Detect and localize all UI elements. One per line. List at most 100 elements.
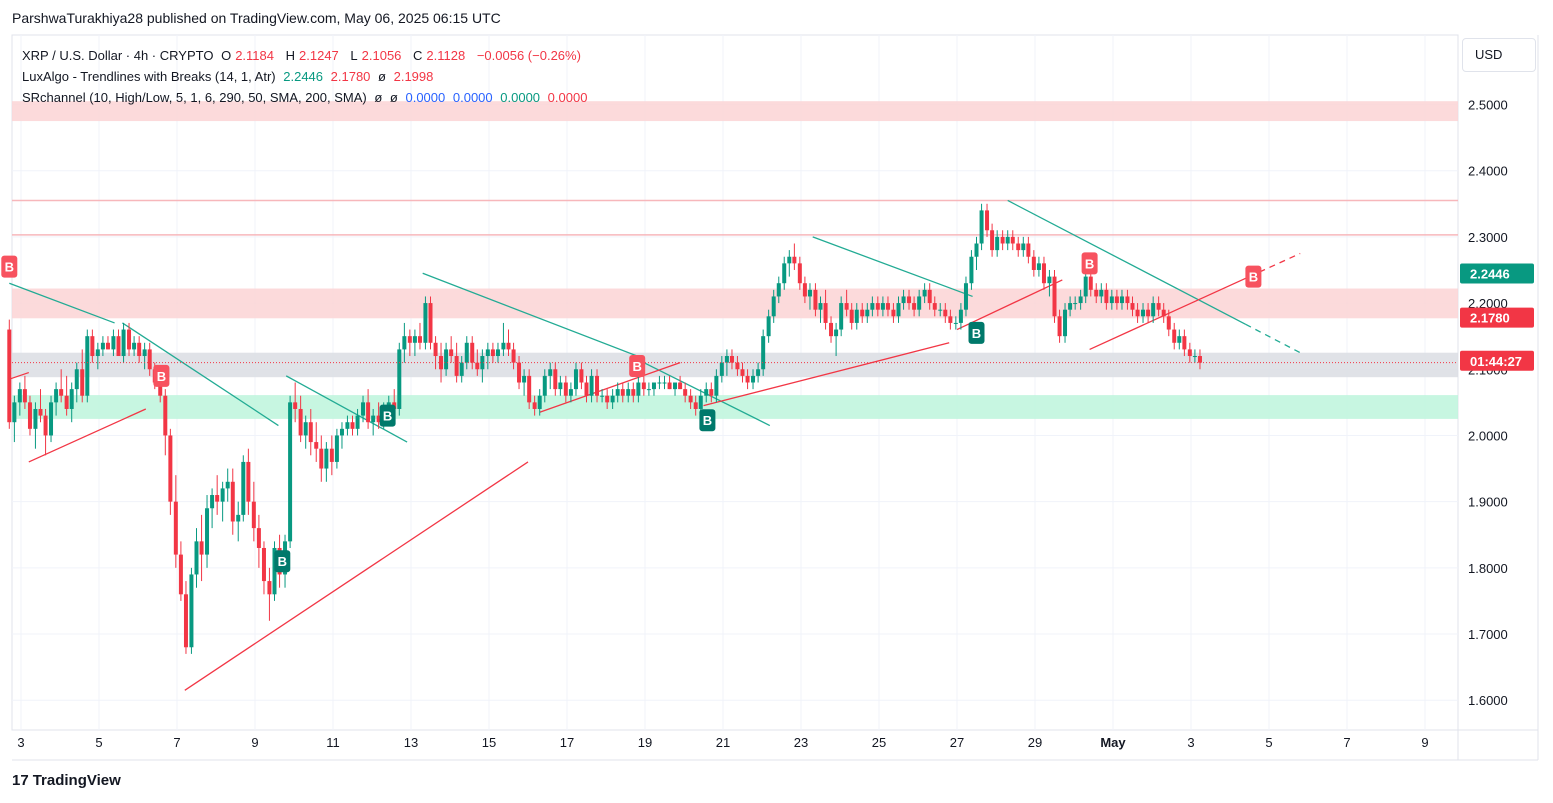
candle-body (870, 303, 875, 310)
candle (678, 375, 683, 390)
price-tick-label: 1.9000 (1468, 495, 1508, 510)
srchannel-indicator-name[interactable]: SRchannel (10, High/Low, 5, 1, 6, 290, 5… (22, 90, 367, 105)
plot-frame (11, 34, 1459, 731)
low-value: 2.1056 (361, 48, 402, 63)
candle (729, 349, 734, 370)
candle (501, 322, 506, 357)
legend-luxalgo-row: LuxAlgo - Trendlines with Breaks (14, 1,… (22, 66, 591, 87)
candle (657, 375, 662, 390)
candle-body (932, 303, 937, 310)
candle-body (568, 389, 573, 396)
candle (345, 415, 350, 436)
candle-body (355, 415, 360, 429)
close-label: C (413, 48, 423, 63)
candle-body (1161, 309, 1166, 317)
tradingview-logo-icon: 17 (12, 772, 29, 789)
candle (740, 362, 745, 383)
candle-body (1135, 309, 1140, 317)
candle-body (776, 283, 781, 297)
candle-body (1104, 289, 1109, 304)
candle-body (797, 263, 802, 284)
currency-selector[interactable]: USD (1462, 38, 1536, 72)
candle (907, 289, 912, 310)
candle-body (1073, 303, 1078, 305)
candle-body (449, 349, 454, 357)
candle-body (132, 342, 137, 350)
time-axis: 3 5 7 9 11 13 15 17 19 21 23 25 27 29 May 3 5 7 9 (17, 735, 1428, 750)
candle (371, 408, 376, 436)
candle-body (548, 369, 553, 376)
candle (361, 395, 366, 423)
candle (459, 356, 464, 383)
candle-body (792, 256, 797, 264)
candle-body (600, 395, 605, 397)
candle-body (1078, 296, 1083, 304)
candle-body (985, 210, 990, 231)
legend-symbol-row: XRP / U.S. Dollar · 4h · CRYPTO O 2.1184 … (22, 45, 591, 66)
break-label-bearish: B (629, 354, 646, 377)
candle-body (719, 362, 724, 376)
candle-body (454, 356, 459, 376)
trendline-up (9, 371, 30, 380)
candle (963, 276, 968, 317)
price-tick-label: 2.3000 (1468, 230, 1508, 245)
candle-body (517, 362, 522, 383)
candle (646, 382, 651, 396)
candle (303, 415, 308, 449)
time-tick-label: 5 (95, 735, 102, 750)
candle (480, 349, 485, 383)
candle-body (698, 395, 703, 409)
break-label-box (153, 364, 170, 387)
candle (1083, 269, 1088, 304)
candle (412, 329, 417, 357)
srchannel-null-b: ø (389, 90, 398, 105)
candle (553, 362, 558, 396)
candle (1135, 303, 1140, 323)
candle (329, 435, 334, 476)
candle (958, 303, 963, 330)
candle-body (912, 303, 917, 310)
candle-body (345, 422, 350, 429)
candle-body (308, 422, 313, 443)
candle-body (865, 309, 870, 317)
candle (137, 336, 142, 363)
candle (563, 375, 568, 403)
break-label-text: B (278, 554, 287, 569)
candle-body (464, 342, 469, 363)
break-label-box (379, 404, 396, 427)
candle (595, 369, 600, 403)
close-value: 2.1128 (426, 48, 466, 63)
luxalgo-indicator-name[interactable]: LuxAlgo - Trendlines with Breaks (14, 1,… (22, 69, 276, 84)
candle-body (527, 375, 532, 403)
candle (870, 296, 875, 317)
symbol-title[interactable]: XRP / U.S. Dollar · 4h · CRYPTO (22, 48, 214, 63)
candle-body (95, 349, 100, 357)
legend-srchannel-row: SRchannel (10, High/Low, 5, 1, 6, 290, 5… (22, 87, 591, 108)
candle (423, 296, 428, 350)
candle (600, 389, 605, 403)
candle (288, 395, 293, 548)
zone-middle (12, 352, 1458, 378)
candle-body (293, 402, 298, 409)
candle (766, 309, 771, 343)
price-badge-box (1460, 307, 1534, 328)
candle-body (371, 415, 376, 423)
candle-body (407, 336, 412, 343)
candle-body (813, 289, 818, 310)
candle (470, 336, 475, 370)
candle (1166, 309, 1171, 337)
candle (449, 336, 454, 363)
candle (334, 428, 339, 469)
candle-body (288, 402, 293, 542)
candle-body (329, 448, 334, 462)
candle (542, 369, 547, 403)
candle-body (137, 342, 142, 357)
candle (1099, 283, 1104, 304)
candle-body (402, 336, 407, 350)
candle (589, 369, 594, 403)
trendline-down (422, 272, 638, 357)
candle-body (158, 382, 163, 396)
time-tick-label: 9 (1421, 735, 1428, 750)
candle (319, 435, 324, 482)
